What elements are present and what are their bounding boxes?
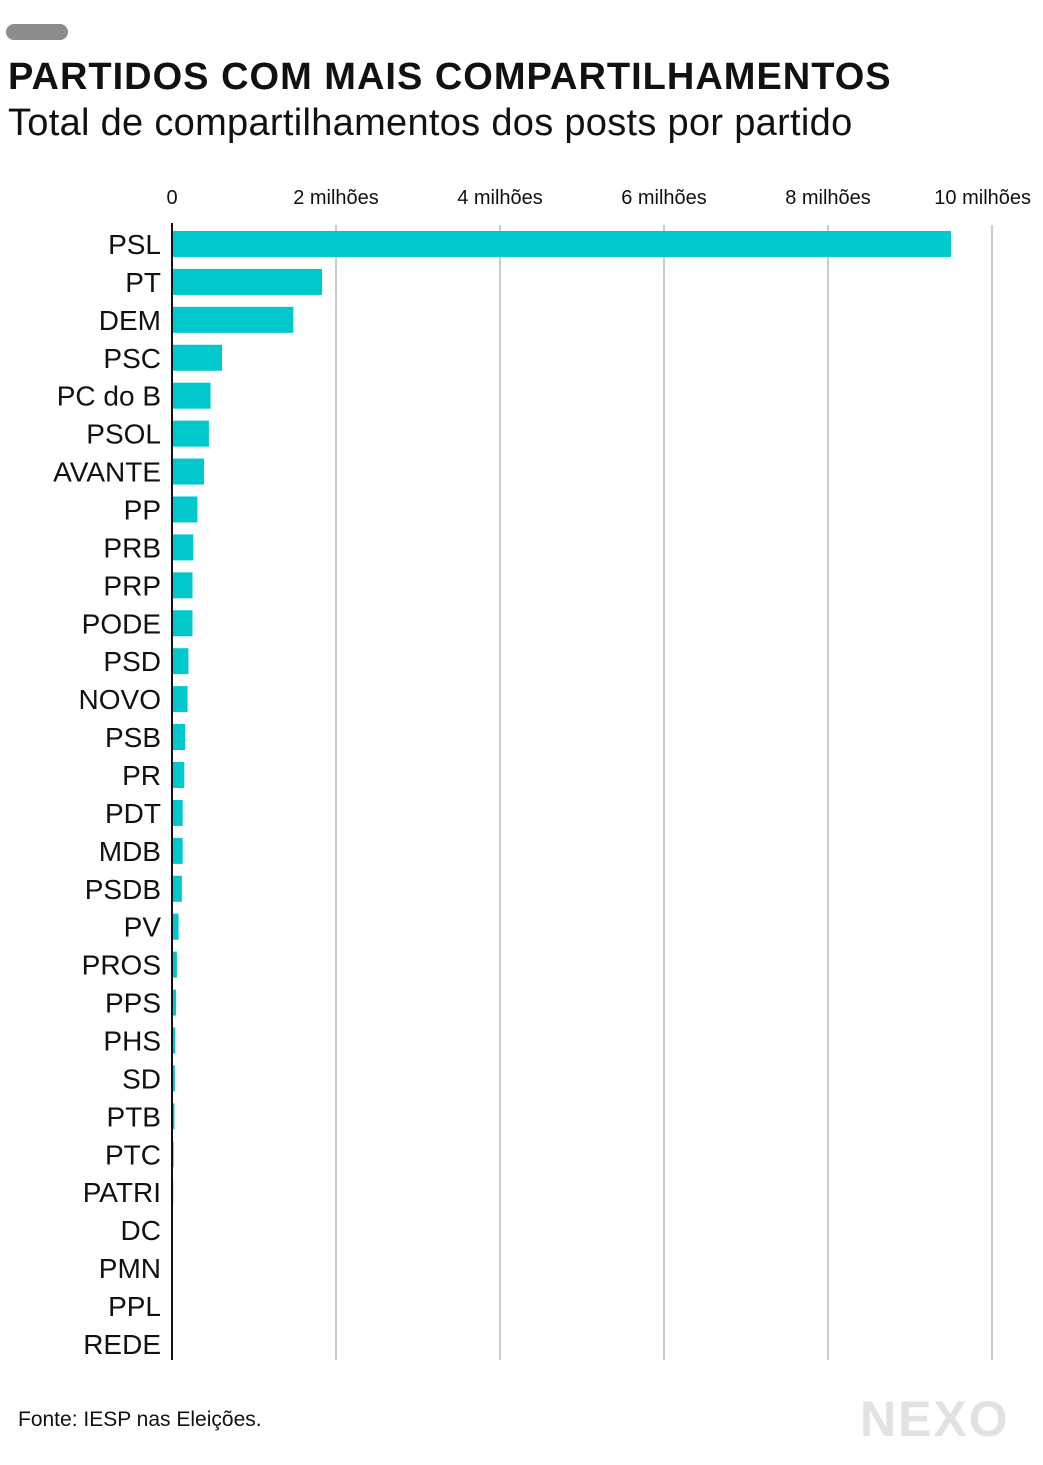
x-tick-label: 10 milhões — [934, 187, 1031, 209]
bar — [172, 458, 204, 485]
x-tick-label: 8 milhões — [785, 187, 871, 209]
category-label: PRB — [103, 532, 161, 563]
chart-title: PARTIDOS COM MAIS COMPARTILHAMENTOS — [8, 56, 892, 98]
nexo-logo: NEXO — [860, 1391, 1010, 1447]
bar — [172, 761, 185, 788]
bar — [172, 951, 177, 978]
bar — [172, 230, 951, 257]
category-label: PROS — [82, 950, 161, 981]
bar — [172, 989, 177, 1016]
category-label: PP — [124, 494, 161, 525]
category-label: PSOL — [86, 419, 161, 450]
x-tick-label: 2 milhões — [293, 187, 379, 209]
category-label: MDB — [99, 836, 161, 867]
category-label: PPS — [105, 988, 161, 1019]
category-label: PATRI — [83, 1177, 161, 1208]
category-label: PTC — [105, 1139, 161, 1170]
bar — [172, 1027, 176, 1054]
category-label: DC — [121, 1215, 161, 1246]
bar — [172, 344, 223, 371]
category-label: AVANTE — [53, 457, 161, 488]
source-note: Fonte: IESP nas Eleições. — [18, 1408, 262, 1431]
x-tick-label: 4 milhões — [457, 187, 543, 209]
category-label: PSD — [103, 646, 161, 677]
category-label: REDE — [83, 1329, 161, 1360]
bar — [172, 268, 323, 295]
bar — [172, 534, 194, 561]
category-label: DEM — [99, 305, 161, 336]
bar — [172, 496, 198, 523]
x-tick-label: 6 milhões — [621, 187, 707, 209]
category-label: PPL — [108, 1291, 161, 1322]
category-label: PRP — [103, 570, 161, 601]
bar — [172, 799, 183, 826]
decorative-tag — [6, 24, 68, 40]
bar — [172, 420, 209, 447]
category-label: PSL — [108, 229, 161, 260]
chart-subtitle: Total de compartilhamentos dos posts por… — [8, 102, 853, 144]
category-label: PHS — [103, 1025, 161, 1056]
category-label: PV — [124, 912, 162, 943]
category-label: PR — [122, 760, 161, 791]
bar — [172, 837, 183, 864]
bar — [172, 610, 193, 637]
category-label: PC do B — [57, 381, 161, 412]
x-tick-label: 0 — [166, 187, 177, 209]
bar — [172, 648, 189, 675]
category-label: PSB — [105, 722, 161, 753]
category-label: PMN — [99, 1253, 161, 1284]
category-label: PSC — [103, 343, 161, 374]
bar — [172, 686, 188, 713]
category-label: PT — [125, 267, 161, 298]
category-label: PDT — [105, 798, 161, 829]
bar — [172, 306, 294, 333]
bar — [172, 572, 193, 599]
category-label: PSDB — [85, 874, 161, 905]
category-label: SD — [122, 1063, 161, 1094]
bar — [172, 913, 179, 940]
bar-chart: 0 2 milhões 4 milhões 6 milhões 8 milhões 10 … — [53, 187, 1031, 1360]
bar — [172, 875, 182, 902]
category-label: PTB — [107, 1101, 161, 1132]
bar — [172, 724, 186, 751]
bar — [172, 1103, 175, 1130]
bar — [172, 1065, 175, 1092]
category-label: NOVO — [79, 684, 161, 715]
category-label: PODE — [82, 608, 161, 639]
bar — [172, 382, 211, 409]
